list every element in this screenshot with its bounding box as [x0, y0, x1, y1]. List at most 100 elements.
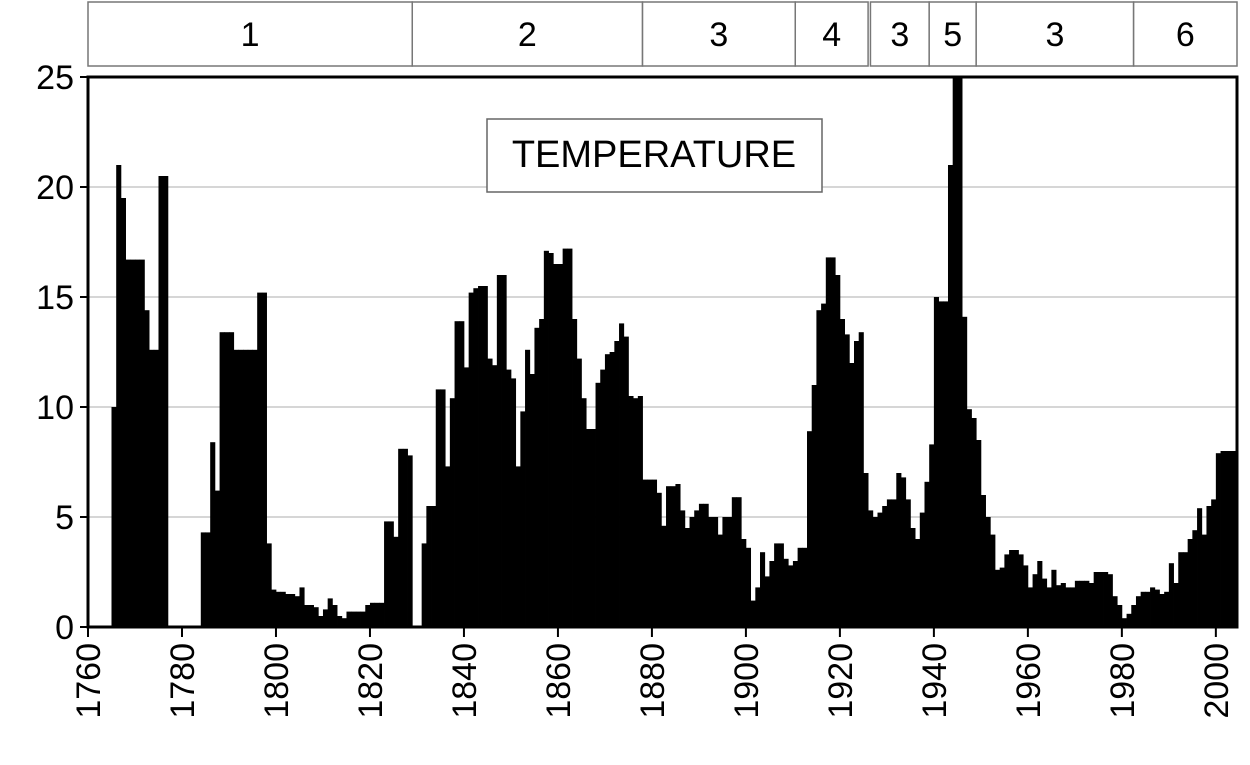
- bar: [1046, 587, 1052, 627]
- bar: [872, 517, 878, 627]
- bar: [844, 334, 850, 627]
- bar: [670, 486, 676, 627]
- bar: [816, 310, 822, 627]
- bar: [252, 349, 258, 627]
- bar: [1173, 583, 1179, 627]
- phase-box: [869, 1, 930, 67]
- bar: [496, 275, 502, 627]
- x-tick-label: 1800: [258, 643, 296, 719]
- bar: [651, 479, 658, 627]
- bar: [398, 448, 404, 627]
- bar: [896, 473, 902, 627]
- bar: [708, 517, 714, 627]
- bar: [745, 547, 752, 627]
- bar: [1225, 451, 1231, 627]
- bar: [656, 492, 662, 627]
- bar: [515, 466, 521, 627]
- bar: [322, 609, 329, 627]
- bar: [915, 539, 921, 627]
- bar: [153, 349, 159, 627]
- bar: [863, 473, 869, 627]
- bar: [1023, 565, 1029, 627]
- bar: [510, 378, 517, 627]
- bar: [971, 418, 977, 627]
- bar: [586, 429, 592, 627]
- bar: [576, 358, 582, 627]
- y-tick-label: 20: [36, 169, 74, 207]
- bar: [947, 165, 954, 627]
- bar: [1154, 589, 1160, 627]
- bar: [1103, 572, 1109, 627]
- bar: [788, 565, 794, 627]
- bar: [332, 605, 338, 627]
- bar: [1178, 552, 1184, 627]
- bar: [294, 596, 300, 627]
- phase-box: [928, 1, 977, 67]
- bar: [938, 301, 944, 627]
- bar: [431, 506, 437, 627]
- bar: [1164, 591, 1170, 627]
- bar: [962, 316, 968, 627]
- x-tick-label: 1980: [1104, 643, 1142, 719]
- bar: [628, 396, 634, 627]
- y-tick-label: 15: [36, 279, 74, 317]
- x-tick-label: 2000: [1198, 643, 1236, 719]
- bar: [835, 275, 841, 627]
- bar: [774, 543, 780, 627]
- bar: [1150, 587, 1156, 627]
- bar: [778, 543, 784, 627]
- bar: [633, 398, 639, 627]
- bar: [219, 332, 225, 627]
- bar: [783, 558, 789, 627]
- bar: [1074, 580, 1080, 627]
- phase-box: [87, 1, 414, 67]
- bar: [487, 358, 493, 627]
- bar: [1159, 594, 1165, 627]
- axes: 0 5 10 15 20 25 1760 1780 1800 1820 1840 1860 1880 19…: [36, 59, 1236, 719]
- bar: [243, 349, 249, 627]
- bar: [703, 503, 709, 627]
- bar: [139, 259, 145, 627]
- bar: [680, 510, 686, 627]
- bar: [355, 611, 361, 627]
- bar: [384, 521, 390, 627]
- bar: [501, 275, 507, 627]
- bar: [623, 336, 629, 627]
- bar: [247, 349, 253, 627]
- bar: [642, 479, 648, 627]
- bar: [886, 499, 892, 627]
- x-tick-label: 1760: [70, 643, 108, 719]
- bar: [407, 455, 413, 627]
- bar: [722, 517, 728, 627]
- bar: [1229, 451, 1236, 627]
- phase-box: [975, 1, 1135, 67]
- bar: [731, 497, 737, 627]
- bar: [1131, 605, 1137, 627]
- bar: [285, 594, 291, 627]
- bar: [839, 319, 846, 627]
- bar: [346, 611, 352, 627]
- phase-label: 1: [241, 16, 260, 54]
- bar: [1013, 550, 1019, 627]
- bar: [957, 77, 963, 627]
- bar: [952, 77, 958, 627]
- bar: [933, 297, 939, 627]
- bar: [266, 543, 272, 627]
- y-tick-label: 5: [55, 499, 74, 537]
- bar: [929, 444, 935, 627]
- bar: [435, 389, 441, 627]
- x-tick-label: 1920: [822, 643, 860, 719]
- y-tick-label: 10: [36, 389, 74, 427]
- bar: [976, 440, 982, 627]
- bar: [1182, 552, 1189, 627]
- bar: [1145, 591, 1151, 627]
- bar: [1220, 451, 1226, 627]
- bar: [1070, 587, 1076, 627]
- bar: [1187, 539, 1193, 627]
- bar: [1117, 605, 1123, 627]
- bar: [581, 398, 587, 627]
- bar: [882, 506, 888, 627]
- bar: [764, 576, 770, 627]
- phase-label: 2: [518, 16, 537, 54]
